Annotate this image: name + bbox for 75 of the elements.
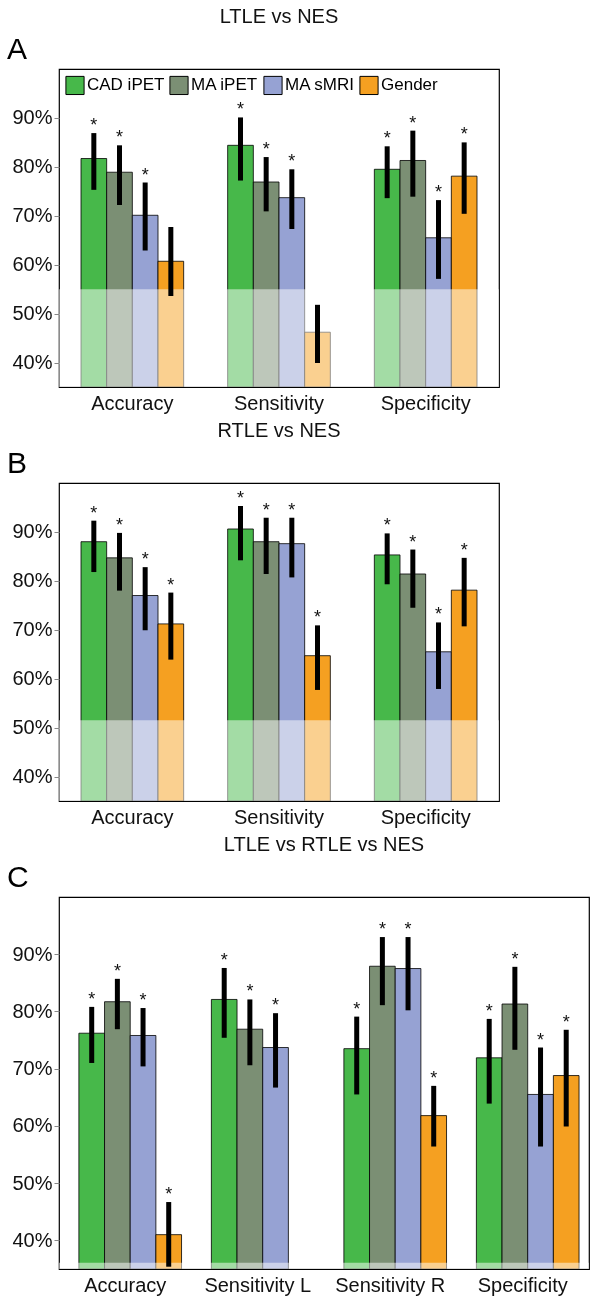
data-label: *: [404, 919, 412, 940]
y-tick-label: 90%: [12, 106, 53, 129]
y-tick-label: 90%: [12, 520, 53, 543]
data-label: *: [409, 112, 417, 133]
data-label: *: [262, 139, 270, 160]
legend-label: MA sMRI: [285, 75, 354, 95]
data-label: *: [460, 539, 468, 560]
chart-title: LTLE vs RTLE vs NES: [223, 833, 425, 855]
y-tick-label: 70%: [12, 618, 53, 641]
x-tick-label: Accuracy: [84, 1273, 167, 1296]
data-label: *: [165, 1184, 173, 1205]
data-label: *: [90, 502, 98, 523]
legend-label: MA iPET: [191, 75, 258, 95]
y-tick-label: 60%: [12, 1114, 53, 1137]
data-label: *: [167, 574, 175, 595]
text: A: [7, 32, 28, 65]
data-label: *: [115, 514, 124, 535]
x-tick-label: Sensitivity: [233, 391, 325, 414]
data-label: *: [537, 1029, 545, 1050]
data-label: *: [460, 124, 468, 145]
x-tick-label: Sensitivity L: [204, 1273, 312, 1296]
x-tick-label: Accuracy: [91, 391, 174, 414]
text: C: [7, 860, 29, 893]
data-label: *: [141, 164, 149, 185]
data-label: *: [434, 604, 443, 625]
data-label: *: [511, 948, 519, 969]
data-label: *: [485, 1000, 493, 1021]
y-tick-label: 50%: [12, 1171, 53, 1194]
y-tick-label: 40%: [12, 351, 53, 374]
data-label: *: [434, 182, 443, 203]
data-label: *: [562, 1011, 570, 1032]
y-tick-label: 90%: [12, 942, 53, 965]
data-label: *: [139, 990, 147, 1011]
data-label: *: [90, 115, 98, 136]
legend-label: Gender: [381, 75, 439, 95]
y-tick-label: 70%: [12, 1057, 53, 1080]
data-label: *: [115, 127, 124, 148]
x-tick-label: Specificity: [380, 805, 471, 828]
x-tick-label: Sensitivity R: [335, 1273, 446, 1296]
chart-title: LTLE vs NES: [219, 5, 339, 27]
chart-title: RTLE vs NES: [217, 419, 341, 441]
y-tick-label: 40%: [12, 765, 53, 788]
data-label: *: [409, 531, 417, 552]
x-tick-label: Sensitivity: [233, 805, 325, 828]
x-tick-label: Specificity: [477, 1273, 568, 1296]
data-label: *: [88, 988, 96, 1009]
y-tick-label: 50%: [12, 302, 53, 325]
x-tick-label: Specificity: [380, 391, 471, 414]
data-label: *: [141, 549, 149, 570]
data-label: *: [288, 499, 296, 520]
legend-label: CAD iPET: [87, 75, 165, 95]
y-tick-label: 70%: [12, 204, 53, 227]
data-label: *: [113, 960, 121, 981]
data-label: *: [236, 487, 245, 508]
text: B: [7, 446, 28, 479]
data-label: *: [220, 949, 228, 970]
data-label: *: [383, 128, 391, 149]
data-label: *: [262, 499, 270, 520]
data-label: *: [383, 515, 391, 536]
x-tick-label: Accuracy: [91, 805, 174, 828]
y-tick-label: 80%: [12, 155, 53, 178]
data-label: *: [378, 919, 386, 940]
data-label: *: [272, 995, 280, 1016]
data-label: *: [246, 981, 254, 1002]
data-label: *: [288, 151, 296, 172]
data-label: *: [236, 99, 245, 120]
data-label: *: [430, 1067, 438, 1088]
y-tick-label: 80%: [12, 999, 53, 1022]
y-tick-label: 80%: [12, 569, 53, 592]
y-tick-label: 50%: [12, 716, 53, 739]
y-tick-label: 60%: [12, 667, 53, 690]
y-tick-label: 40%: [12, 1228, 53, 1251]
y-tick-label: 60%: [12, 253, 53, 276]
data-label: *: [353, 998, 361, 1019]
data-label: *: [313, 607, 322, 628]
